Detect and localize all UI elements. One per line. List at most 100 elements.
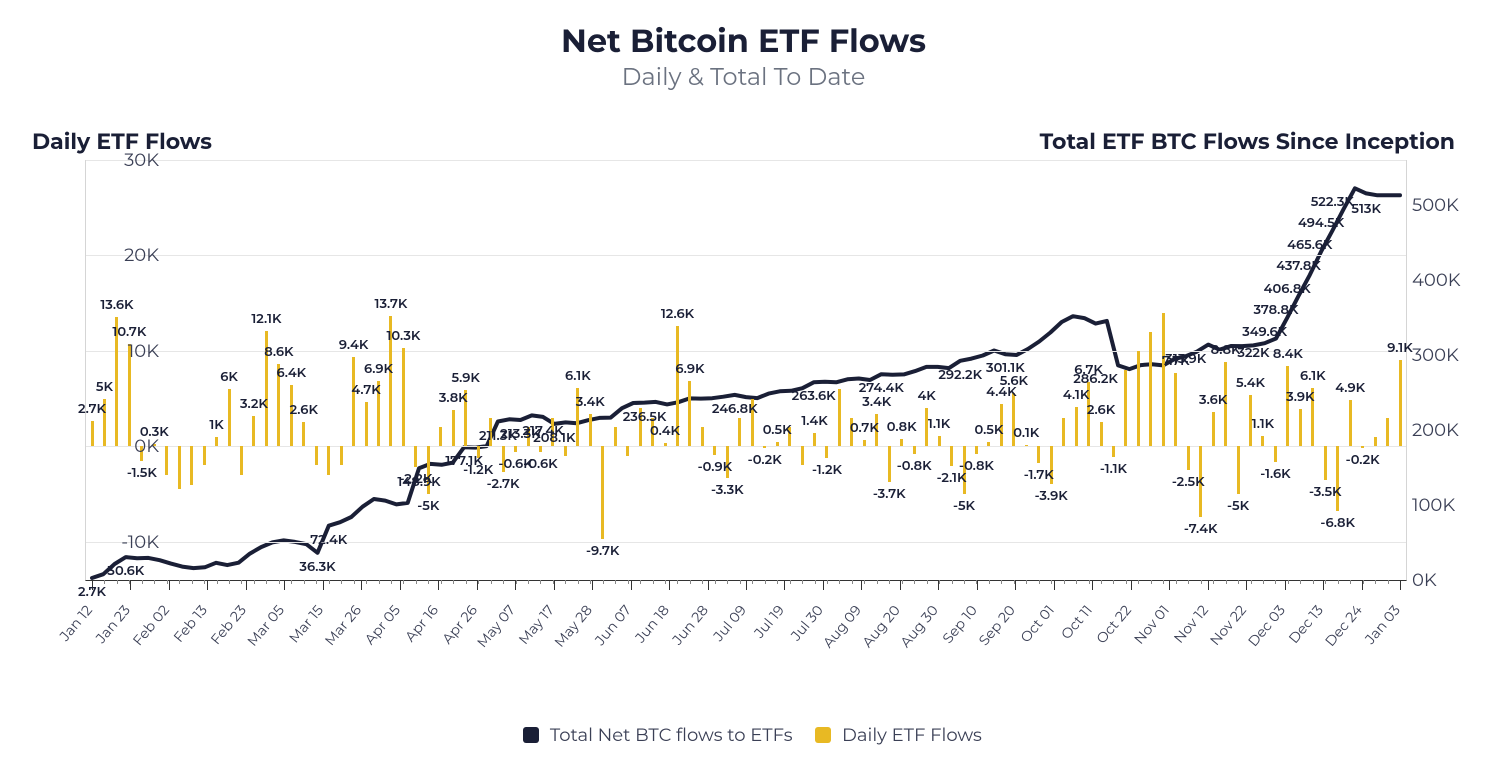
daily-flow-bar <box>439 427 442 446</box>
legend-label-bar: Daily ETF Flows <box>842 724 982 746</box>
y-right-axis-label: Total ETF BTC Flows Since Inception <box>1040 128 1455 155</box>
bar-value-label: 13.6K <box>100 297 133 313</box>
daily-flow-bar <box>1075 407 1078 446</box>
bar-value-label: -0.9K <box>698 459 732 475</box>
x-tick-minor <box>578 580 579 584</box>
x-tick-major <box>669 580 670 590</box>
x-tick-major <box>746 580 747 590</box>
bar-value-label: 4.1K <box>1063 387 1090 403</box>
daily-flow-bar <box>1274 446 1277 461</box>
x-tick-label: Jun 18 <box>631 601 673 646</box>
bar-value-label: -3.9K <box>1035 488 1068 504</box>
x-tick-label: Nov 01 <box>1130 601 1173 647</box>
daily-flow-bar <box>987 442 990 447</box>
x-tick-major <box>169 580 170 590</box>
y-left-tick: 0K <box>89 435 159 457</box>
x-tick-major <box>1131 580 1132 590</box>
x-tick-minor <box>952 580 953 584</box>
x-tick-minor <box>1076 580 1077 584</box>
daily-flow-bar <box>1286 366 1289 446</box>
line-value-label: 465.6K <box>1287 237 1332 253</box>
daily-flow-bar <box>414 446 417 467</box>
bar-value-label: 1.4K <box>801 413 827 429</box>
daily-flow-bar <box>302 422 305 447</box>
bar-value-label: -2.7K <box>487 476 520 492</box>
x-tick-minor <box>478 580 479 584</box>
line-value-label: 177.1K <box>445 453 483 469</box>
x-tick-label: Feb 13 <box>170 601 212 646</box>
x-tick-major <box>1169 580 1170 590</box>
x-tick-major <box>823 580 824 590</box>
bar-value-label: -0.2K <box>1346 452 1380 468</box>
x-tick-minor <box>665 580 666 584</box>
daily-flow-bar <box>215 437 218 447</box>
y-right-tick: 200K <box>1412 419 1482 441</box>
daily-flow-bar <box>975 446 978 454</box>
daily-flow-bar <box>1062 418 1065 447</box>
x-tick-minor <box>229 580 230 584</box>
x-tick-major <box>977 580 978 590</box>
bar-value-label: 1K <box>209 417 223 433</box>
x-tick-major <box>861 580 862 590</box>
x-tick-major <box>592 580 593 590</box>
daily-flow-bar <box>340 446 343 465</box>
x-tick-minor <box>453 580 454 584</box>
daily-flow-bar <box>190 446 193 484</box>
bar-value-label: 2.6K <box>1087 402 1115 418</box>
line-value-label: 494.5K <box>1298 215 1344 231</box>
x-tick-minor <box>603 580 604 584</box>
line-value-label: 2.7K <box>78 584 106 600</box>
x-tick-label: Jul 09 <box>709 601 750 644</box>
gridline <box>86 160 1406 161</box>
x-tick-minor <box>777 580 778 584</box>
x-tick-label: May 07 <box>473 601 519 651</box>
daily-flow-bar <box>900 439 903 447</box>
bar-value-label: -0.8K <box>897 458 932 474</box>
x-tick-minor <box>1064 580 1065 584</box>
daily-flow-bar <box>813 433 816 446</box>
x-tick-minor <box>1350 580 1351 584</box>
bar-value-label: 0.8K <box>887 419 917 435</box>
x-tick-label: Jan 23 <box>92 601 134 646</box>
bar-value-label: 6.9K <box>675 361 704 377</box>
bar-value-label: 3.4K <box>576 394 605 410</box>
daily-flow-bar <box>888 446 891 481</box>
x-tick-minor <box>727 580 728 584</box>
x-tick-label: Aug 20 <box>858 601 904 651</box>
bar-value-label: 13.7K <box>375 296 408 312</box>
bar-value-label: 3.9K <box>1286 389 1314 405</box>
x-tick-major <box>130 580 131 590</box>
daily-flow-bar <box>1237 446 1240 494</box>
x-tick-minor <box>266 580 267 584</box>
daily-flow-bar <box>1025 445 1028 446</box>
daily-flow-bar <box>763 446 766 448</box>
x-tick-major <box>1323 580 1324 590</box>
x-tick-label: Oct 01 <box>1016 601 1058 646</box>
x-tick-major <box>361 580 362 590</box>
chart-legend: Total Net BTC flows to ETFs Daily ETF Fl… <box>0 724 1487 746</box>
bar-value-label: 6K <box>220 369 238 385</box>
y-right-tick: 0K <box>1412 569 1482 591</box>
x-tick-minor <box>341 580 342 584</box>
line-value-label: 313.9K <box>1165 351 1206 367</box>
x-tick-minor <box>1263 580 1264 584</box>
y-right-tick: 100K <box>1412 494 1482 516</box>
x-tick-label: Feb 02 <box>129 601 173 649</box>
x-tick-minor <box>354 580 355 584</box>
x-tick-label: Jun 28 <box>668 601 712 648</box>
daily-flow-bar <box>1137 351 1140 446</box>
bar-value-label: 9.1K <box>1387 340 1412 356</box>
x-tick-minor <box>142 580 143 584</box>
x-tick-major <box>323 580 324 590</box>
x-tick-minor <box>740 580 741 584</box>
x-tick-minor <box>316 580 317 584</box>
x-tick-label: Sep 20 <box>975 601 1019 649</box>
x-tick-major <box>400 580 401 590</box>
bar-value-label: 10.7K <box>112 324 146 340</box>
bar-value-label: 5.9K <box>452 370 480 386</box>
daily-flow-bar <box>1112 446 1115 457</box>
bar-value-label: 2.6K <box>290 402 318 418</box>
x-tick-minor <box>179 580 180 584</box>
daily-flow-bar <box>514 446 517 452</box>
x-tick-minor <box>254 580 255 584</box>
